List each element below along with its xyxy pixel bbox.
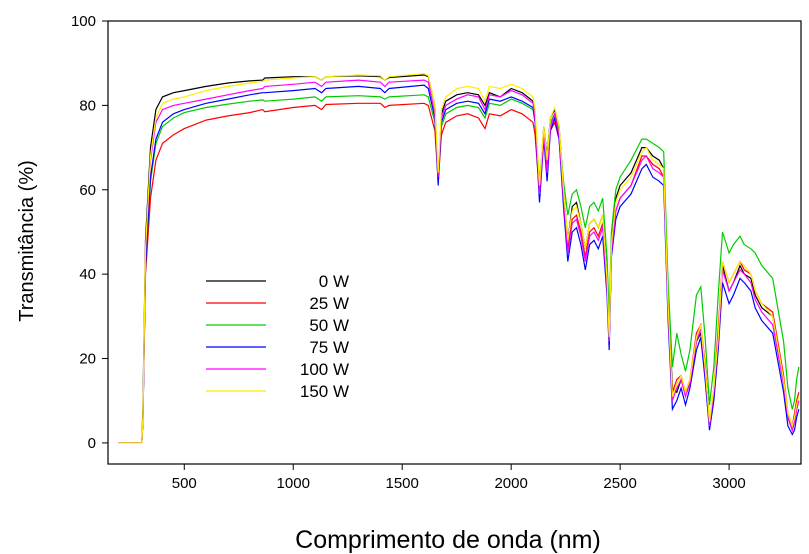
legend-label-4: 100 W bbox=[300, 360, 349, 379]
series-line-2 bbox=[118, 94, 800, 444]
legend-label-5: 150 W bbox=[300, 382, 349, 401]
x-tick-label-4: 2500 bbox=[603, 475, 636, 492]
series-line-1 bbox=[118, 102, 800, 444]
y-tick-label-3: 60 bbox=[79, 182, 96, 199]
legend-label-2: 50 W bbox=[309, 316, 349, 335]
x-tick-label-5: 3000 bbox=[712, 475, 745, 492]
plot-frame bbox=[107, 20, 802, 465]
axis-layer: 500 1000 1500 2000 2500 3000 0 20 40 60 80 100 bbox=[71, 13, 746, 492]
y-tick-label-1: 20 bbox=[79, 351, 96, 368]
y-axis-title: Transmitância (%) bbox=[16, 160, 38, 322]
series-layer bbox=[118, 73, 800, 444]
legend-label-1: 25 W bbox=[309, 294, 349, 313]
legend-label-0: 0 W bbox=[319, 272, 349, 291]
series-line-3 bbox=[118, 84, 800, 444]
y-tick-label-4: 80 bbox=[79, 97, 96, 114]
x-tick-label-3: 2000 bbox=[494, 475, 527, 492]
x-tick-label-2: 1500 bbox=[386, 475, 419, 492]
x-tick-label-1: 1000 bbox=[277, 475, 310, 492]
x-axis-title: Comprimento de onda (nm) bbox=[295, 526, 601, 554]
legend: 0 W 25 W 50 W 75 W 100 W 150 W bbox=[206, 272, 349, 401]
x-tick-label-0: 500 bbox=[172, 475, 197, 492]
y-tick-label-5: 100 bbox=[71, 13, 96, 30]
y-tick-label-2: 40 bbox=[79, 266, 96, 283]
legend-label-3: 75 W bbox=[309, 338, 349, 357]
series-line-5 bbox=[118, 73, 800, 444]
y-tick-label-0: 0 bbox=[88, 435, 96, 452]
